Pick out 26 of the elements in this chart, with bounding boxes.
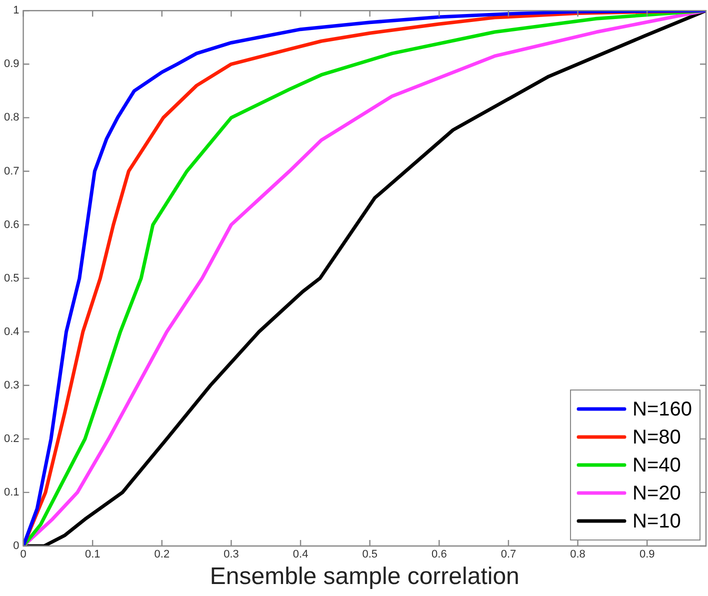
y-tick-label: 0.1 [4, 486, 20, 498]
x-tick-label: 0.3 [224, 548, 239, 561]
legend-label: N=80 [632, 426, 681, 449]
legend-label: N=10 [632, 510, 681, 533]
legend-label: N=160 [632, 398, 692, 421]
x-tick-label: 0.6 [432, 548, 447, 561]
y-tick-label: 0.4 [4, 326, 20, 338]
x-tick-label: 0.1 [84, 548, 100, 561]
x-tick-label: 0.5 [362, 548, 378, 561]
x-axis-title: Ensemble sample correlation [210, 563, 520, 590]
y-tick-label: 0.2 [4, 432, 20, 445]
legend-label: N=20 [632, 482, 681, 505]
x-tick-label: 0.8 [570, 548, 586, 561]
y-tick-label: 0.9 [4, 58, 20, 70]
legend-label: N=40 [632, 454, 681, 477]
x-tick-label: 0.7 [500, 548, 516, 561]
x-tick-label: 0.9 [639, 548, 655, 561]
y-tick-label: 0.7 [4, 165, 20, 178]
x-tick-label: 0.4 [292, 548, 308, 561]
y-tick-label: 0.5 [4, 272, 20, 284]
y-tick-label: 0 [13, 540, 20, 552]
y-tick-label: 1 [13, 4, 20, 17]
x-tick-label: 0.2 [154, 548, 170, 561]
y-tick-label: 0.8 [4, 112, 20, 124]
y-tick-label: 0.6 [4, 218, 20, 231]
y-tick-label: 0.3 [4, 379, 20, 392]
